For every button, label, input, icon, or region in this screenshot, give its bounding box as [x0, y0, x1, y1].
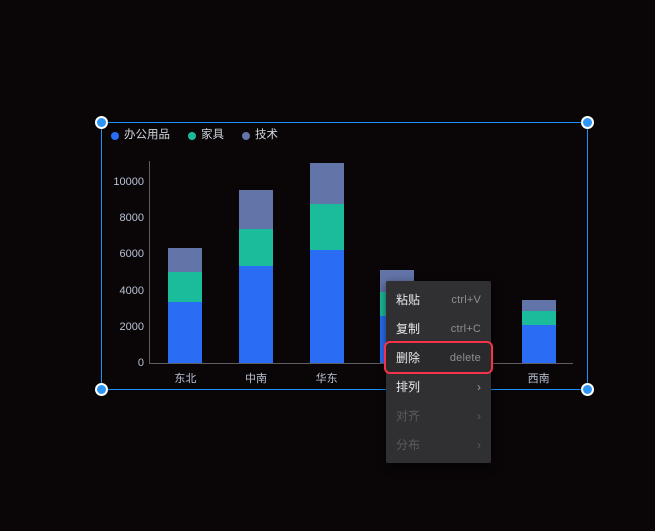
menu-item-label: 对齐 [396, 409, 421, 423]
bar-segment-家具[interactable] [309, 203, 344, 251]
resize-handle-bottom-left[interactable] [95, 383, 108, 396]
legend-item-0[interactable]: 办公用品 [111, 130, 170, 142]
menu-item-label: 分布 [396, 438, 421, 452]
x-axis-tick-label: 华东 [315, 373, 338, 385]
bar-segment-办公用品[interactable] [168, 302, 203, 363]
legend-item-label: 家具 [201, 129, 224, 142]
selection-frame[interactable] [95, 116, 594, 396]
bar-segment-办公用品[interactable] [239, 266, 273, 363]
y-axis-tick-label: 8000 [119, 212, 144, 224]
bar-segment-办公用品[interactable] [521, 325, 556, 363]
bar-group-中南[interactable]: 中南 [239, 189, 273, 385]
chevron-right-icon: › [477, 408, 481, 423]
menu-item-label: 排列 [396, 380, 421, 394]
legend-item-label: 办公用品 [124, 129, 170, 142]
menu-item-分布: 分布 › [386, 430, 491, 459]
menu-item-排列[interactable]: 排列 › [386, 372, 491, 401]
chevron-right-icon: › [477, 379, 481, 394]
legend-item-2[interactable]: 技术 [242, 130, 278, 142]
y-axis-tick-label: 6000 [119, 248, 144, 261]
x-axis-tick-label: 东北 [174, 373, 197, 385]
resize-handle-top-right[interactable] [581, 116, 594, 129]
bar-segment-家具[interactable] [521, 311, 556, 326]
menu-item-shortcut: delete [449, 351, 481, 364]
bar-group-华东[interactable]: 华东 [309, 162, 344, 385]
y-axis-tick-label: 2000 [119, 320, 144, 333]
y-axis-tick-label: 0 [137, 357, 144, 369]
bar-segment-家具[interactable] [168, 272, 203, 303]
menu-item-label: 粘贴 [396, 293, 421, 307]
legend-item-1[interactable]: 家具 [188, 130, 224, 142]
bar-segment-家具[interactable] [239, 228, 273, 267]
context-menu[interactable]: 粘贴 ctrl+V 复制 ctrl+C 删除 delete 排列 › 对齐 › 分布 › [384, 281, 493, 463]
bar-segment-办公用品[interactable] [309, 250, 344, 363]
resize-handle-bottom-right[interactable] [581, 383, 594, 396]
y-axis-tick-label: 4000 [119, 284, 144, 297]
bar-segment-技术[interactable] [168, 247, 203, 273]
x-axis-tick-label: 中南 [245, 373, 267, 385]
bar-segment-技术[interactable] [521, 300, 556, 312]
resize-handle-top-left[interactable] [95, 116, 108, 129]
chart-legend: 办公用品 家具 技术 [111, 126, 278, 146]
menu-item-label: 删除 [396, 351, 421, 365]
stacked-bar-chart-widget[interactable]: 办公用品 家具 技术 10000 8000 6000 4000 2000 0 东北 中南 华东 西南 [103, 124, 587, 389]
menu-item-shortcut: ctrl+C [450, 322, 481, 335]
menu-item-label: 复制 [396, 322, 421, 336]
menu-item-复制[interactable]: 复制 ctrl+C [386, 314, 491, 343]
bar-segment-技术[interactable] [239, 189, 273, 229]
legend-color-dot-icon [111, 132, 119, 140]
legend-color-dot-icon [188, 132, 196, 140]
bar-group-西南[interactable]: 西南 [521, 300, 556, 385]
menu-item-粘贴[interactable]: 粘贴 ctrl+V [386, 285, 491, 314]
chart-plot-area: 10000 8000 6000 4000 2000 0 东北 中南 华东 西南 [113, 161, 573, 385]
chevron-right-icon: › [477, 437, 481, 452]
bar-group-东北[interactable]: 东北 [168, 247, 203, 385]
x-axis-tick-label: 西南 [527, 373, 550, 385]
legend-color-dot-icon [242, 132, 250, 140]
menu-item-删除[interactable]: 删除 delete [384, 341, 493, 374]
bar-segment-技术[interactable] [309, 162, 344, 204]
menu-item-对齐: 对齐 › [386, 401, 491, 430]
menu-item-shortcut: ctrl+V [451, 293, 481, 306]
y-axis-tick-label: 10000 [113, 175, 144, 188]
legend-item-label: 技术 [255, 129, 278, 142]
